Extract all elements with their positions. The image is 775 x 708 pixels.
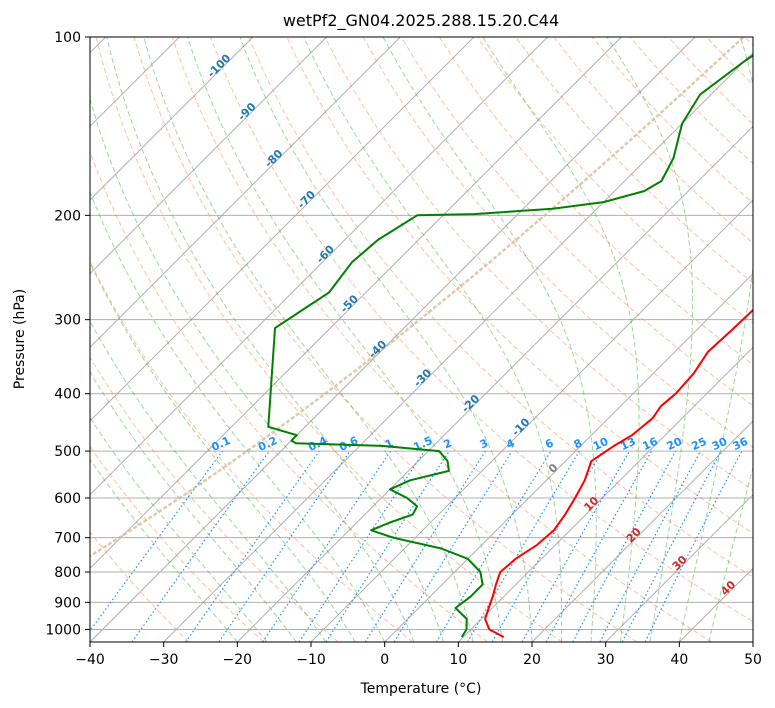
x-tick-label: −40 bbox=[75, 652, 105, 668]
isotherm-line bbox=[90, 37, 549, 496]
mixing-ratio-label: 30 bbox=[710, 435, 730, 453]
x-tick-label: −20 bbox=[223, 652, 253, 668]
mixing-ratio-line bbox=[572, 450, 677, 642]
y-tick-label: 200 bbox=[54, 208, 81, 224]
y-tick-label: 100 bbox=[54, 30, 81, 46]
moist-adiabat-line bbox=[187, 37, 503, 642]
y-tick-label: 700 bbox=[54, 531, 81, 547]
moist-adiabat-line bbox=[482, 37, 640, 642]
moist-adiabat-line bbox=[106, 37, 445, 642]
tan-dashed-curve bbox=[90, 37, 745, 558]
chart-title: wetPf2_GN04.2025.288.15.20.C44 bbox=[283, 11, 559, 31]
background-lines-layer bbox=[90, 37, 753, 642]
x-tick-label: 40 bbox=[670, 652, 688, 668]
dry-adiabat-line bbox=[248, 37, 753, 578]
y-tick-label: 500 bbox=[54, 444, 81, 460]
mixing-ratio-label: 10 bbox=[591, 435, 611, 453]
dry-adiabat-line bbox=[90, 259, 414, 642]
x-axis-label: Temperature (°C) bbox=[360, 681, 482, 697]
moist-adiabat-line bbox=[678, 37, 753, 642]
dewpoint-profile-line bbox=[267, 54, 753, 638]
x-tick-label: 30 bbox=[597, 652, 615, 668]
x-tick-label: 50 bbox=[744, 652, 762, 668]
x-tick-label: 10 bbox=[449, 652, 467, 668]
dry-adiabat-line bbox=[95, 37, 563, 642]
moist-adiabat-line bbox=[382, 37, 597, 642]
mixing-ratio-line bbox=[644, 450, 743, 642]
y-tick-label: 800 bbox=[54, 565, 81, 581]
y-tick-label: 1000 bbox=[45, 622, 81, 638]
y-tick-label: 300 bbox=[54, 313, 81, 329]
y-tick-label: 600 bbox=[54, 491, 81, 507]
isotherm-line bbox=[531, 420, 753, 642]
dry-adiabat-line bbox=[324, 37, 753, 491]
mixing-ratio-line bbox=[325, 450, 450, 642]
dry-adiabat-line bbox=[515, 37, 753, 284]
dry-adiabat-line bbox=[400, 37, 753, 407]
mixing-ratio-line bbox=[218, 450, 351, 642]
mixing-ratio-line bbox=[545, 450, 653, 642]
dry-adiabat-line bbox=[90, 531, 190, 642]
isotherm-line bbox=[163, 51, 753, 642]
dry-adiabat-line bbox=[210, 37, 753, 623]
mixing-ratio-line bbox=[298, 450, 425, 642]
x-tick-label: −10 bbox=[296, 652, 326, 668]
moist-adiabat-line bbox=[606, 37, 694, 642]
isotherm-line bbox=[90, 37, 401, 349]
mixing-ratio-line bbox=[90, 450, 223, 632]
plot-background bbox=[90, 37, 753, 642]
y-tick-label: 900 bbox=[54, 595, 81, 611]
dry-adiabat-line bbox=[90, 150, 488, 642]
mixing-ratio-label: 36 bbox=[731, 435, 751, 453]
temperature-profile-line bbox=[484, 308, 753, 638]
moist-adiabat-line bbox=[303, 37, 563, 642]
isotherm-line bbox=[605, 493, 753, 642]
dry-adiabat-line bbox=[133, 37, 638, 642]
dry-adiabat-line bbox=[90, 445, 264, 642]
x-tick-label: 20 bbox=[523, 652, 541, 668]
grid-layer bbox=[90, 37, 753, 642]
isotherm-line bbox=[384, 272, 753, 642]
y-tick-label: 400 bbox=[54, 387, 81, 403]
moist-adiabat-line bbox=[239, 37, 533, 642]
isotherm-line bbox=[90, 37, 475, 422]
moist-adiabat-line bbox=[90, 416, 268, 642]
isotherm-line bbox=[90, 37, 254, 201]
dry-adiabat-line bbox=[90, 356, 339, 642]
x-tick-label: 0 bbox=[380, 652, 389, 668]
mixing-ratio-line bbox=[521, 450, 631, 642]
mixing-ratio-line bbox=[185, 450, 320, 642]
moist-adiabat-line bbox=[90, 320, 327, 642]
isotherm-line bbox=[90, 37, 328, 275]
moist-adiabat-line bbox=[90, 261, 356, 642]
mixing-ratio-label: 25 bbox=[689, 435, 708, 453]
isotherm-line bbox=[90, 37, 696, 642]
isotherm-line bbox=[752, 641, 753, 642]
plot-frame bbox=[89, 36, 754, 643]
dry-adiabat-line bbox=[438, 37, 753, 366]
x-tick-label: −30 bbox=[149, 652, 179, 668]
isotherm-line bbox=[236, 125, 753, 642]
profiles-layer bbox=[267, 54, 753, 638]
moist-adiabat-line bbox=[90, 458, 238, 642]
mixing-ratio-label: 20 bbox=[665, 435, 685, 453]
isotherm-line bbox=[457, 346, 753, 642]
dry-adiabat-line bbox=[171, 37, 712, 642]
moist-adiabat-line bbox=[708, 465, 753, 642]
mixing-ratio-line bbox=[262, 450, 392, 642]
mixing-ratio-label: 16 bbox=[640, 435, 660, 453]
moist-adiabat-line bbox=[143, 37, 474, 642]
mixing-ratio-line bbox=[393, 450, 513, 642]
mixing-ratio-line bbox=[131, 450, 270, 642]
y-axis-label: Pressure (hPa) bbox=[12, 289, 28, 389]
isotherm-line bbox=[90, 37, 622, 570]
axis-ticks-layer: −40 −30 −20 −10 0 10 20 30 40 50 100 200 300 400 500 60… bbox=[45, 30, 762, 668]
moist-adiabat-line bbox=[90, 190, 386, 642]
